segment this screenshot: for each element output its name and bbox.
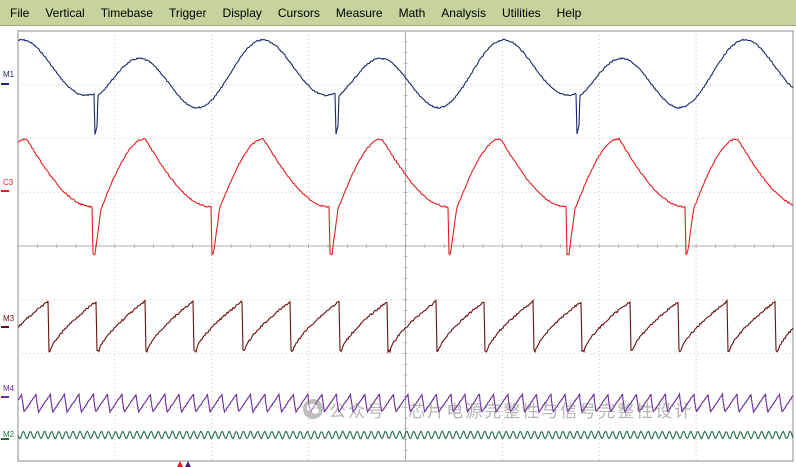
channel-label-m3[interactable]: M3 <box>3 314 15 323</box>
menu-file[interactable]: File <box>10 5 30 20</box>
waveform-canvas[interactable] <box>0 26 796 467</box>
oscilloscope-display[interactable]: M1 C3 M3 M4 M2 <box>0 26 796 467</box>
channel-label-m4[interactable]: M4 <box>3 384 15 393</box>
menu-analysis[interactable]: Analysis <box>441 5 486 20</box>
menu-display[interactable]: Display <box>222 5 262 20</box>
channel-marker-c3[interactable] <box>1 190 9 192</box>
menu-cursors[interactable]: Cursors <box>277 5 320 20</box>
channel-marker-m3[interactable] <box>1 326 9 328</box>
trigger-marker-purple-icon[interactable] <box>185 461 191 467</box>
watermark-text: 公众号 · 芯片电源完整性与信号完整性设计 <box>329 401 694 422</box>
waveform-m1[interactable] <box>17 38 794 135</box>
menu-vertical[interactable]: Vertical <box>45 5 85 20</box>
channel-marker-m4[interactable] <box>1 396 9 398</box>
channel-label-c3[interactable]: C3 <box>3 178 14 187</box>
channel-label-m2[interactable]: M2 <box>3 430 15 439</box>
watermark: 公众号 · 芯片电源完整性与信号完整性设计 <box>303 398 694 422</box>
waveform-c3[interactable] <box>17 137 794 256</box>
channel-marker-m2[interactable] <box>1 438 9 440</box>
menu-timebase[interactable]: Timebase <box>100 5 153 20</box>
menu-utilities[interactable]: Utilities <box>501 5 541 20</box>
menu-trigger[interactable]: Trigger <box>168 5 207 20</box>
trigger-marker-red-icon[interactable] <box>177 461 183 467</box>
channel-label-m1[interactable]: M1 <box>3 70 15 79</box>
menu-bar: File Vertical Timebase Trigger Display C… <box>0 0 796 26</box>
waveform-m2[interactable] <box>17 430 794 440</box>
menu-math[interactable]: Math <box>398 5 426 20</box>
menu-help[interactable]: Help <box>556 5 582 20</box>
waveform-m3[interactable] <box>17 298 794 354</box>
wechat-icon <box>303 399 323 419</box>
waveform-m4[interactable] <box>17 391 794 415</box>
menu-measure[interactable]: Measure <box>335 5 383 20</box>
channel-marker-m1[interactable] <box>1 83 9 85</box>
